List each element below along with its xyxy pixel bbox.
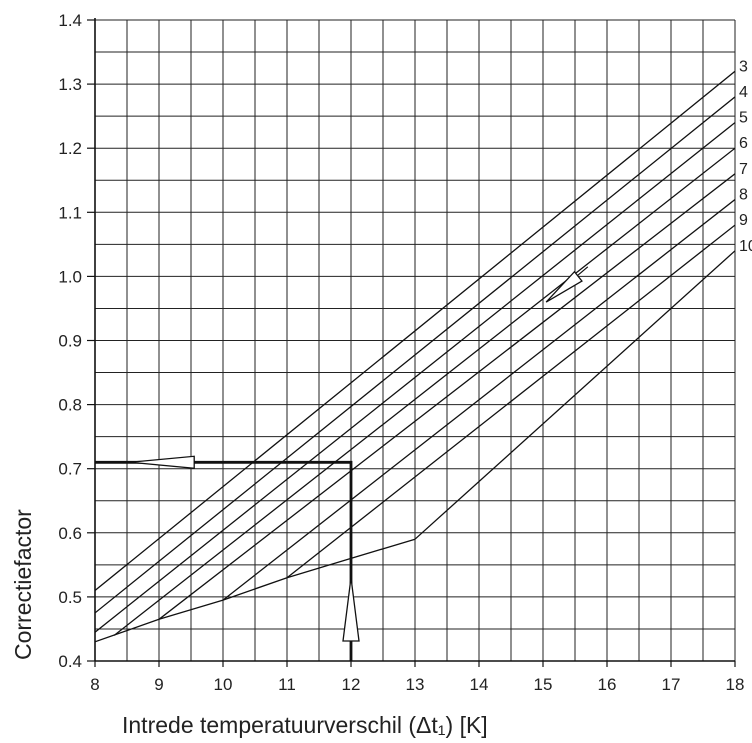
y-tick-label: 0.5 xyxy=(58,588,82,607)
series-label-10: 10 xyxy=(739,238,752,255)
axes xyxy=(87,18,736,667)
arrow-diagonal xyxy=(545,270,583,303)
series-line-7 xyxy=(158,173,735,620)
series-label-6: 6 xyxy=(739,135,748,152)
x-tick-label: 11 xyxy=(278,675,296,694)
series-line-boundary xyxy=(95,538,416,643)
y-tick-label: 1.3 xyxy=(58,75,82,94)
tick-labels: 0.4 0.5 0.6 0.7 0.8 0.9 1.0 1.1 1.2 1.3 1.4 8 9 10 11 1… xyxy=(58,11,744,694)
y-tick-label: 1.2 xyxy=(58,139,82,158)
example-reading xyxy=(95,266,589,661)
series-label-8: 8 xyxy=(739,186,748,203)
series-labels: 3 4 5 6 7 8 9 10 xyxy=(739,58,752,254)
y-tick-label: 0.8 xyxy=(58,396,82,415)
series-line-3 xyxy=(95,70,735,592)
series-line-9 xyxy=(286,224,735,579)
y-tick-label: 0.9 xyxy=(58,332,82,351)
series-lines xyxy=(95,70,735,643)
series-line-4 xyxy=(95,96,735,614)
arrow-left xyxy=(130,455,195,470)
series-label-5: 5 xyxy=(739,110,748,127)
y-tick-label: 1.1 xyxy=(58,203,82,222)
y-tick-label: 1.4 xyxy=(58,11,82,30)
x-tick-label: 14 xyxy=(470,675,489,694)
x-tick-label: 13 xyxy=(406,675,425,694)
series-line-6 xyxy=(113,147,735,636)
x-tick-label: 15 xyxy=(534,675,553,694)
series-line-10 xyxy=(414,250,735,540)
series-line-5 xyxy=(95,122,735,633)
y-tick-label: 0.7 xyxy=(58,460,82,479)
series-label-3: 3 xyxy=(739,58,748,75)
y-tick-label: 0.4 xyxy=(58,652,82,671)
y-tick-label: 1.0 xyxy=(58,267,82,286)
x-tick-label: 12 xyxy=(342,675,361,694)
series-label-4: 4 xyxy=(739,84,748,101)
arrow-up xyxy=(342,577,360,642)
grid xyxy=(94,19,736,662)
series-label-7: 7 xyxy=(739,161,748,178)
x-tick-label: 18 xyxy=(726,675,745,694)
x-tick-label: 17 xyxy=(662,675,681,694)
x-tick-label: 16 xyxy=(598,675,617,694)
x-axis-title: Intrede temperatuurverschil (Δt₁) [K] xyxy=(122,712,488,738)
y-tick-label: 0.6 xyxy=(58,524,82,543)
series-label-9: 9 xyxy=(739,212,748,229)
x-tick-label: 8 xyxy=(90,675,99,694)
series-line-8 xyxy=(222,198,735,601)
y-axis-title: Correctiefactor xyxy=(10,509,36,660)
x-tick-label: 9 xyxy=(154,675,163,694)
x-tick-label: 10 xyxy=(214,675,233,694)
